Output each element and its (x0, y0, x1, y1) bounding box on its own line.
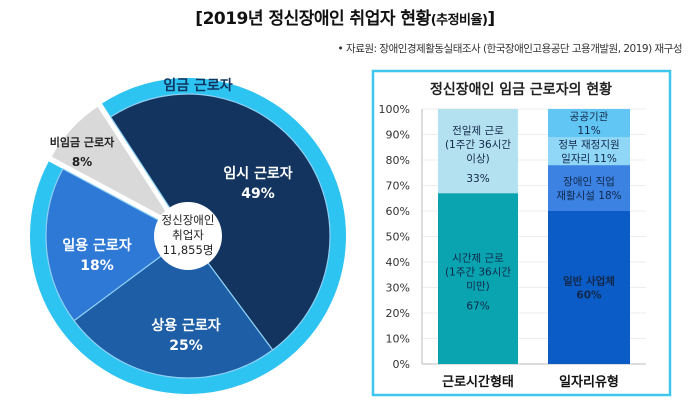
bar-segment (438, 109, 518, 194)
bar-segment (548, 109, 630, 138)
bar-segment (548, 137, 630, 166)
title-close: ] (487, 9, 495, 29)
pie-slice-value: 49% (241, 186, 275, 202)
pie-slice-value: 18% (80, 258, 114, 274)
segment-label: 일반 사업체 (563, 275, 615, 288)
segment-label: 미만) (466, 281, 489, 293)
y-tick-label: 0% (393, 358, 410, 371)
pie-slice-label: 상용 근로자 (151, 318, 220, 334)
pie-slice-0 (109, 93, 331, 351)
center-circle (154, 202, 222, 270)
segment-label: 공공기관 (570, 111, 609, 123)
segment-label: 60% (576, 290, 602, 302)
y-tick-label: 30% (386, 282, 410, 295)
title-suffix: (추정비율) (430, 13, 488, 28)
segment-label: 33% (466, 173, 489, 185)
segment-label: 정부 재정지원 (558, 139, 619, 151)
bar-segment (548, 165, 630, 211)
pie-slice-1 (73, 235, 274, 379)
y-tick-label: 90% (386, 129, 410, 142)
y-tick-label: 20% (386, 307, 410, 320)
segment-label: 이상) (466, 153, 489, 165)
stacked-bar-chart: 정신장애인 임금 근로자의 현황 0% 10% 20% 30% 40% 50% 60% 70% 8… (371, 69, 672, 397)
page-title: [2019년 정신장애인 취업자 현황(추정비율)] (0, 4, 690, 29)
source-note: • 자료원: 장애인경제활동실태조사 (한국장애인고용공단 고용개발원, 201… (337, 43, 683, 55)
y-tick-label: 50% (386, 231, 410, 244)
segment-label: 장애인 직업 (563, 175, 615, 188)
segment-label: (1주간 36시간 (445, 139, 511, 151)
y-tick-label: 60% (386, 205, 410, 218)
pie-slice-value: 25% (169, 338, 203, 354)
segment-label: 일자리 11% (561, 152, 617, 165)
center-label: 11,855명 (163, 243, 214, 257)
y-tick-label: 70% (386, 180, 410, 193)
x-category-label: 근로시간형태 (442, 374, 514, 390)
pie-slice-label: 일용 근로자 (62, 238, 131, 254)
segment-label: (1주간 36시간 (445, 267, 511, 279)
title-text: [2019년 정신장애인 취업자 현황 (195, 9, 431, 29)
pie-slice-2 (45, 168, 190, 322)
ring-label: 임금 근로자 (163, 78, 232, 94)
bar-chart-title: 정신장애인 임금 근로자의 현황 (430, 81, 612, 98)
y-tick-label: 100% (379, 103, 410, 116)
bar-segment (438, 193, 518, 364)
center-label: 정신장애인 (162, 213, 215, 227)
segment-label: 재활시설 18% (556, 189, 621, 202)
pie-slice-label: 비임금 근로자 (50, 135, 115, 149)
segment-label: 11% (577, 125, 600, 137)
pie-slice-label: 임시 근로자 (223, 166, 292, 182)
y-tick-label: 80% (386, 154, 410, 167)
segment-label: 67% (466, 301, 489, 313)
pie-slice-value: 8% (72, 155, 92, 169)
x-category-label: 일자리유형 (559, 374, 619, 390)
bar-segment (548, 211, 630, 364)
pie-chart: 임시 근로자 49% 상용 근로자 25% 일용 근로자 18% 비임금 근로자 8% 정신장애… (29, 78, 346, 395)
pie-slice-3 (46, 101, 180, 229)
segment-label: 시간제 근로 (452, 253, 504, 265)
center-label: 취업자 (172, 228, 204, 242)
y-tick-label: 40% (386, 256, 410, 269)
segment-label: 전일제 근로 (452, 124, 504, 137)
y-tick-label: 10% (386, 333, 410, 346)
